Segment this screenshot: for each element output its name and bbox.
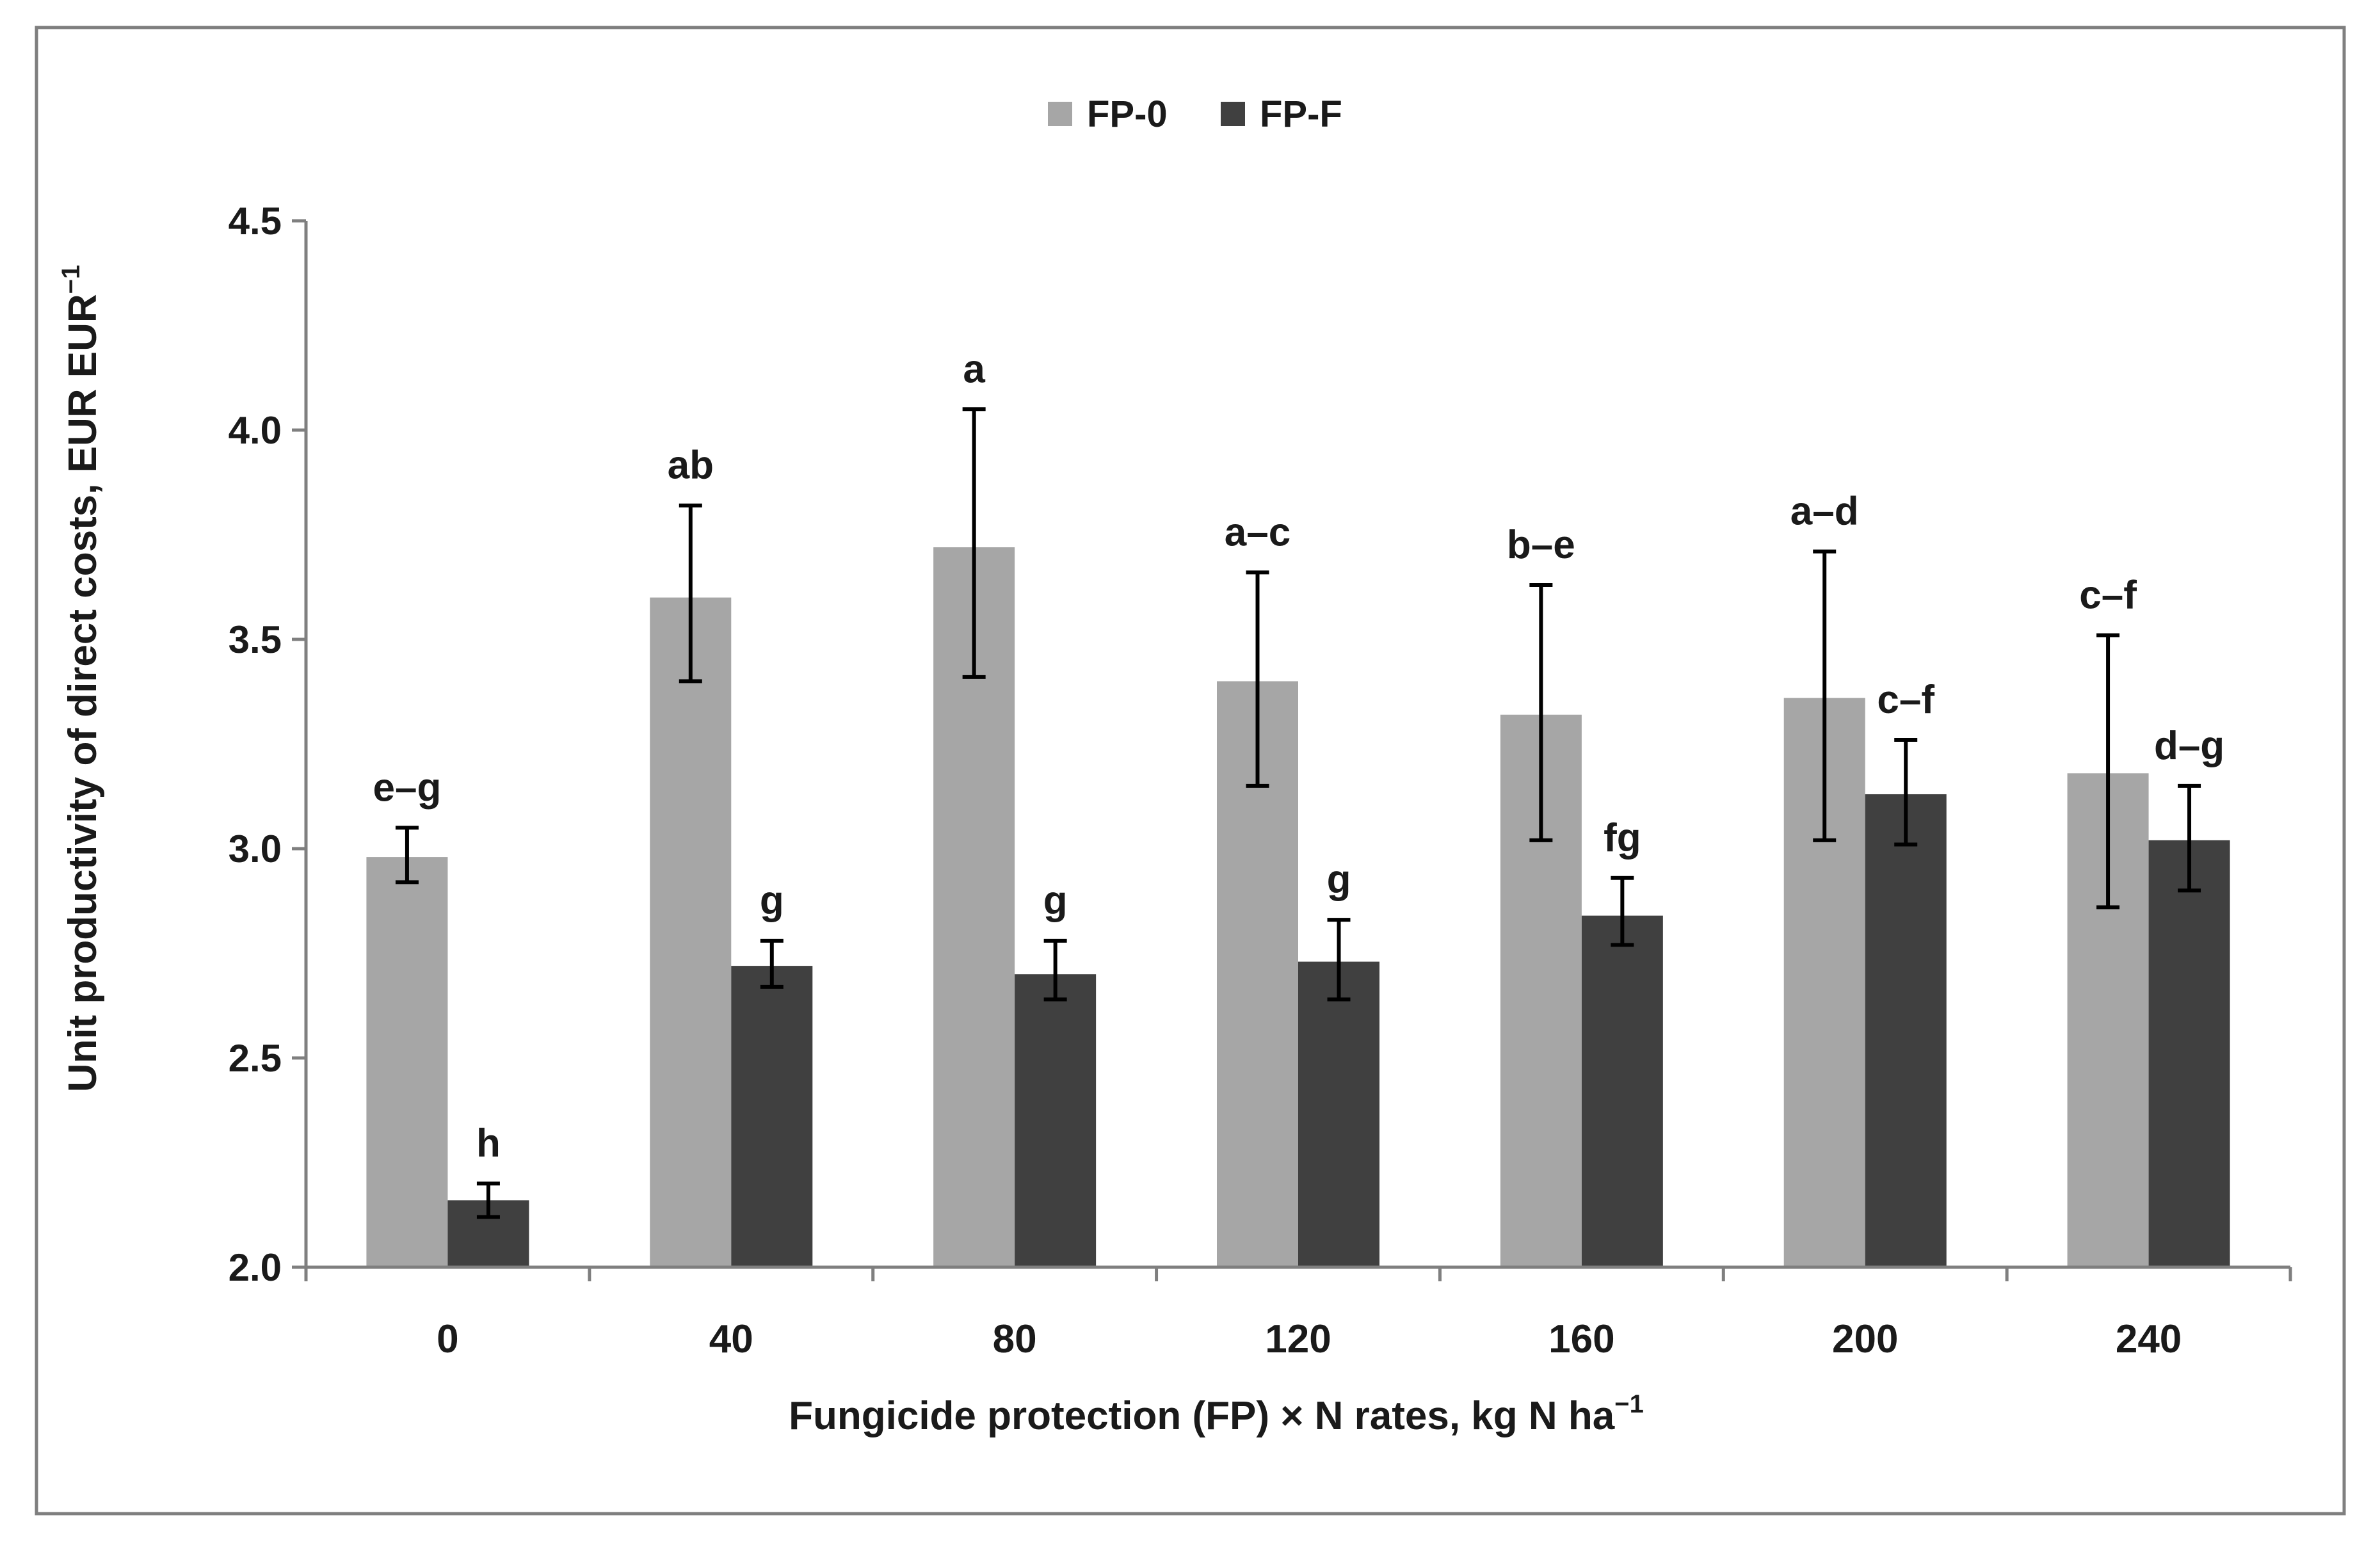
error-bar-fp-0-240 <box>2096 633 2120 909</box>
error-bar-fp-0-120 <box>1246 570 1269 788</box>
x-tick-label-40: 40 <box>709 1317 753 1361</box>
x-tick-label-240: 240 <box>2116 1317 2182 1361</box>
legend-label-fp-0: FP-0 <box>1087 93 1168 135</box>
bar-fp-f-240 <box>2148 840 2230 1267</box>
significance-label-fp-f-120: g <box>1327 858 1351 902</box>
significance-label-fp-f-160: fg <box>1604 816 1641 860</box>
y-tick-label-4.5: 4.5 <box>229 200 282 243</box>
y-tick-label-3.5: 3.5 <box>229 618 282 661</box>
error-bar-fp-f-80 <box>1043 938 1067 1002</box>
significance-label-fp-f-200: c–f <box>1877 678 1934 722</box>
significance-label-fp-0-0: e–g <box>373 765 442 810</box>
legend-swatch-fp-f <box>1221 102 1245 126</box>
axes-layer: 2.0 2.5 3.0 3.5 4.0 4.5 0 40 80 120 160 200 240 <box>229 200 2292 1361</box>
x-tick-label-0: 0 <box>437 1317 458 1361</box>
y-tick-label-3.0: 3.0 <box>229 828 282 870</box>
significance-label-fp-f-240: d–g <box>2154 724 2224 768</box>
significance-label-fp-0-80: a <box>963 347 985 391</box>
bar-fp-f-200 <box>1865 794 1947 1267</box>
error-bar-fp-f-120 <box>1327 918 1351 1002</box>
bar-fp-0-0 <box>366 857 448 1267</box>
error-bar-fp-f-200 <box>1894 737 1918 847</box>
bar-fp-0-40 <box>650 597 732 1267</box>
bar-fp-f-160 <box>1581 915 1663 1267</box>
error-bar-fp-0-0 <box>395 826 419 885</box>
significance-label-fp-0-240: c–f <box>2079 573 2137 617</box>
error-bar-fp-0-160 <box>1529 582 1553 842</box>
bar-fp-f-120 <box>1298 961 1379 1267</box>
error-bar-fp-0-200 <box>1813 549 1837 842</box>
bar-fp-f-80 <box>1015 974 1097 1267</box>
y-axis-title: Unit productivity of direct costs, EUR E… <box>57 265 105 1093</box>
significance-label-fp-0-40: ab <box>668 444 714 488</box>
y-tick-label-2.0: 2.0 <box>229 1246 282 1289</box>
bar-fp-f-40 <box>731 966 813 1267</box>
error-bar-fp-f-0 <box>476 1181 500 1219</box>
error-bar-fp-f-40 <box>760 938 784 989</box>
significance-labels-layer: e–g ab a a–c b–e a–d c–f h g g g fg c–f d–g <box>373 347 2225 1165</box>
significance-label-fp-0-120: a–c <box>1225 510 1291 554</box>
significance-label-fp-f-0: h <box>476 1121 501 1165</box>
significance-label-fp-f-80: g <box>1043 879 1068 923</box>
significance-label-fp-f-40: g <box>760 879 784 923</box>
bars-layer <box>366 547 2230 1267</box>
error-bar-fp-0-80 <box>962 407 986 679</box>
y-tick-label-4.0: 4.0 <box>229 409 282 452</box>
x-axis-title: Fungicide protection (FP) × N rates, kg … <box>789 1390 1644 1438</box>
x-tick-label-80: 80 <box>993 1317 1037 1361</box>
x-tick-label-200: 200 <box>1832 1317 1898 1361</box>
x-tick-label-120: 120 <box>1265 1317 1331 1361</box>
error-bar-fp-0-40 <box>679 503 702 684</box>
significance-label-fp-0-200: a–d <box>1790 490 1859 534</box>
x-tick-label-160: 160 <box>1548 1317 1614 1361</box>
significance-label-fp-0-160: b–e <box>1507 523 1575 567</box>
error-bar-fp-f-160 <box>1611 876 1634 947</box>
error-bars-layer <box>395 407 2201 1219</box>
legend: FP-0 FP-F <box>1048 93 1342 135</box>
legend-label-fp-f: FP-F <box>1260 93 1342 135</box>
legend-swatch-fp-0 <box>1048 102 1072 126</box>
y-tick-label-2.5: 2.5 <box>229 1037 282 1080</box>
error-bar-fp-f-240 <box>2178 783 2201 893</box>
